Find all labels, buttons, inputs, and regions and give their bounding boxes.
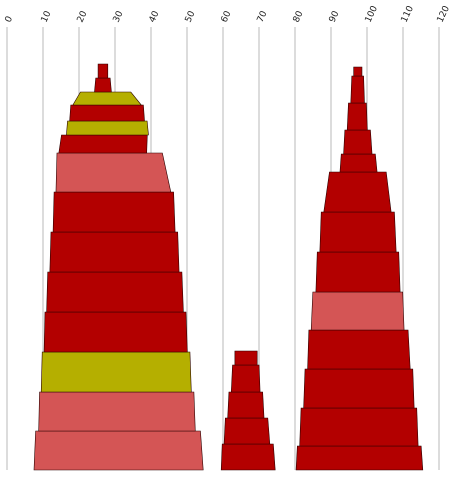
shape-level — [66, 120, 149, 136]
shape-level — [227, 391, 265, 419]
x-tick-label: 40 — [148, 9, 162, 24]
shape-stack — [295, 66, 424, 471]
shape-level — [234, 350, 258, 366]
x-tick-label: 10 — [40, 9, 54, 24]
shape-level — [43, 311, 188, 353]
shape-level — [303, 368, 415, 409]
x-tick-label: 120 — [436, 4, 452, 24]
shape-level — [350, 75, 365, 104]
shape-stack — [33, 63, 204, 471]
shape-stack — [220, 350, 276, 471]
shape-level — [52, 191, 176, 233]
shape-level — [223, 417, 271, 445]
shape-level — [94, 77, 112, 93]
x-tick-label: 70 — [256, 9, 270, 24]
shape-level — [220, 443, 276, 471]
shape-level — [58, 134, 148, 154]
x-tick-label: 100 — [364, 4, 380, 24]
shape-level — [343, 129, 373, 155]
shape-level — [353, 66, 363, 77]
shape-level — [339, 153, 378, 173]
x-tick-label: 60 — [220, 9, 234, 24]
tick-layer: 0 10 20 30 40 50 60 70 80 90 100 110 120 — [4, 4, 452, 24]
shape-level — [230, 364, 261, 393]
shape-level — [307, 329, 411, 370]
x-tick-label: 20 — [76, 9, 90, 24]
shape-level — [49, 231, 180, 273]
x-tick-label: 30 — [112, 9, 126, 24]
shape-level — [315, 251, 401, 293]
x-tick-label: 90 — [328, 9, 342, 24]
shape-level — [97, 63, 109, 79]
x-tick-label: 50 — [184, 9, 198, 24]
shape-level — [310, 291, 405, 331]
shape-level — [295, 445, 424, 471]
shape-level — [33, 430, 204, 471]
shape-level — [72, 91, 142, 106]
shape-level — [40, 351, 192, 393]
shape-level — [323, 171, 392, 213]
shape-level — [46, 271, 184, 313]
x-tick-label: 110 — [400, 4, 416, 24]
x-tick-label: 0 — [4, 15, 16, 25]
shape-level — [319, 211, 397, 253]
shape-level — [346, 102, 368, 131]
shape-level — [38, 391, 196, 432]
shape-level — [69, 104, 145, 122]
shape-level — [299, 407, 419, 447]
shape-layer — [33, 63, 424, 471]
x-tick-label: 80 — [292, 9, 306, 24]
shape-level — [55, 152, 172, 193]
